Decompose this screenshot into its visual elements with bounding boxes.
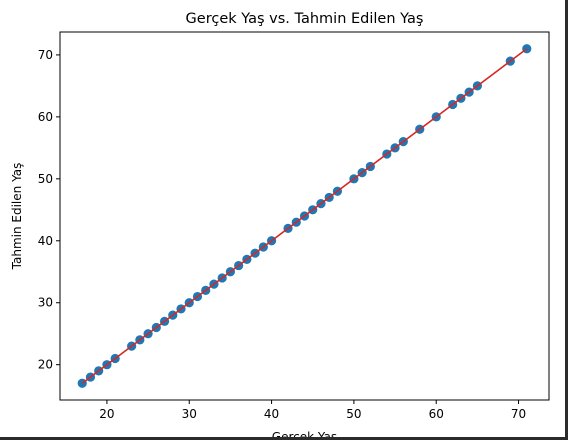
window-frame-bottom: [0, 437, 568, 440]
y-axis-label: Tahmin Edilen Yaş: [10, 163, 24, 271]
ticks-layer: 20 30 40 50 60 70 20 30 40 50 60 70: [38, 48, 526, 421]
x-axis-label: Gerçek Yaş: [272, 430, 337, 440]
axes-frame: [59, 31, 550, 401]
window-frame-right: [565, 0, 568, 440]
x-tick-label: 50: [346, 407, 361, 421]
x-tick-label: 40: [264, 407, 279, 421]
x-tick-label: 60: [429, 407, 444, 421]
x-tick-label: 70: [511, 407, 526, 421]
y-tick-label: 20: [38, 358, 53, 372]
fit-line: [81, 48, 528, 384]
x-tick-label: 30: [182, 407, 197, 421]
y-tick-label: 30: [38, 296, 53, 310]
y-tick-label: 60: [38, 110, 53, 124]
x-tick-label: 20: [99, 407, 114, 421]
chart-title: Gerçek Yaş vs. Tahmin Edilen Yaş: [186, 11, 424, 27]
plot-layer: [77, 44, 532, 388]
y-tick-label: 40: [38, 234, 53, 248]
y-tick-label: 50: [38, 172, 53, 186]
y-tick-label: 70: [38, 48, 53, 62]
